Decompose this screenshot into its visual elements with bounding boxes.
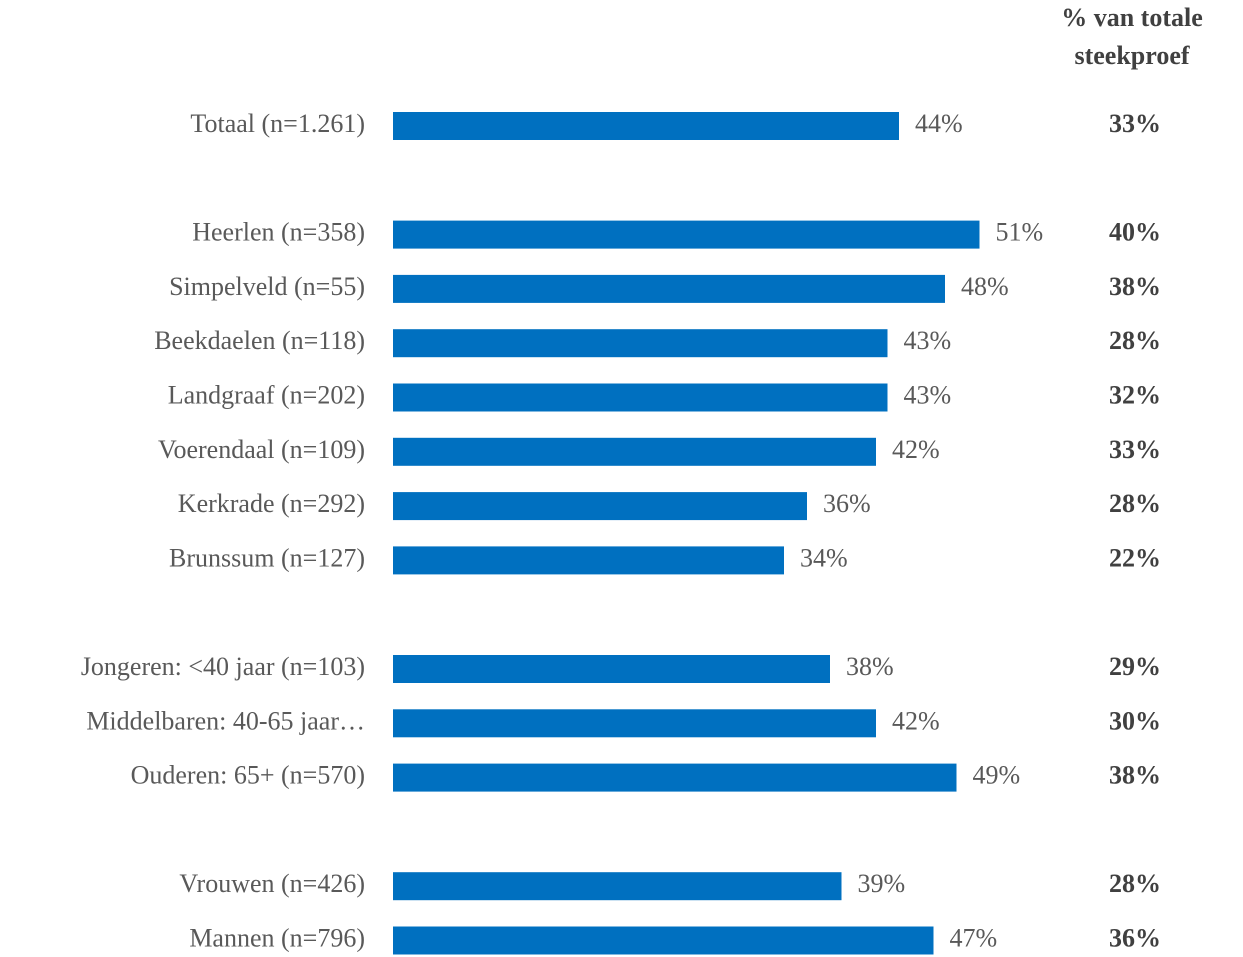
bar xyxy=(393,220,980,249)
bar xyxy=(393,383,888,412)
bar xyxy=(393,329,888,358)
column-value: 28% xyxy=(1109,869,1161,898)
category-label: Middelbaren: 40-65 jaar… xyxy=(86,706,365,735)
column-header: % van totale xyxy=(1061,3,1203,32)
bar xyxy=(393,926,934,955)
category-label: Voerendaal (n=109) xyxy=(158,435,365,464)
column-value: 29% xyxy=(1109,652,1161,681)
column-value: 36% xyxy=(1109,923,1161,952)
bar xyxy=(393,709,876,738)
column-header: steekproef xyxy=(1074,41,1189,70)
category-label: Jongeren: <40 jaar (n=103) xyxy=(81,652,365,681)
category-label: Mannen (n=796) xyxy=(189,923,365,952)
column-value: 28% xyxy=(1109,489,1161,518)
category-label: Heerlen (n=358) xyxy=(192,218,365,247)
category-label: Vrouwen (n=426) xyxy=(179,869,365,898)
value-label: 48% xyxy=(961,272,1009,301)
value-label: 43% xyxy=(904,380,952,409)
value-label: 39% xyxy=(858,869,906,898)
category-label: Beekdaelen (n=118) xyxy=(154,326,365,355)
category-label: Kerkrade (n=292) xyxy=(178,489,365,518)
bar xyxy=(393,112,899,140)
bar xyxy=(393,872,842,901)
category-label: Simpelveld (n=55) xyxy=(169,272,365,301)
column-value: 38% xyxy=(1109,272,1161,301)
value-label: 47% xyxy=(950,923,998,952)
bar xyxy=(393,546,784,575)
bar xyxy=(393,763,957,792)
bar xyxy=(393,655,830,683)
column-value: 22% xyxy=(1109,543,1161,572)
column-value: 40% xyxy=(1109,218,1161,247)
value-label: 34% xyxy=(800,543,848,572)
column-value: 38% xyxy=(1109,761,1161,790)
column-value: 33% xyxy=(1109,109,1161,138)
bar xyxy=(393,274,945,303)
column-value: 28% xyxy=(1109,326,1161,355)
column-value: 30% xyxy=(1109,706,1161,735)
value-label: 43% xyxy=(904,326,952,355)
bar xyxy=(393,437,876,466)
category-label: Totaal (n=1.261) xyxy=(190,109,365,138)
value-label: 36% xyxy=(823,489,871,518)
category-label: Landgraaf (n=202) xyxy=(168,380,365,409)
column-value: 32% xyxy=(1109,380,1161,409)
column-value: 33% xyxy=(1109,435,1161,464)
value-label: 44% xyxy=(915,109,963,138)
value-label: 51% xyxy=(996,218,1044,247)
value-label: 38% xyxy=(846,652,894,681)
category-label: Ouderen: 65+ (n=570) xyxy=(131,761,365,790)
value-label: 42% xyxy=(892,435,940,464)
value-label: 42% xyxy=(892,706,940,735)
category-label: Brunssum (n=127) xyxy=(169,543,365,572)
bar xyxy=(393,492,807,521)
value-label: 49% xyxy=(973,761,1021,790)
